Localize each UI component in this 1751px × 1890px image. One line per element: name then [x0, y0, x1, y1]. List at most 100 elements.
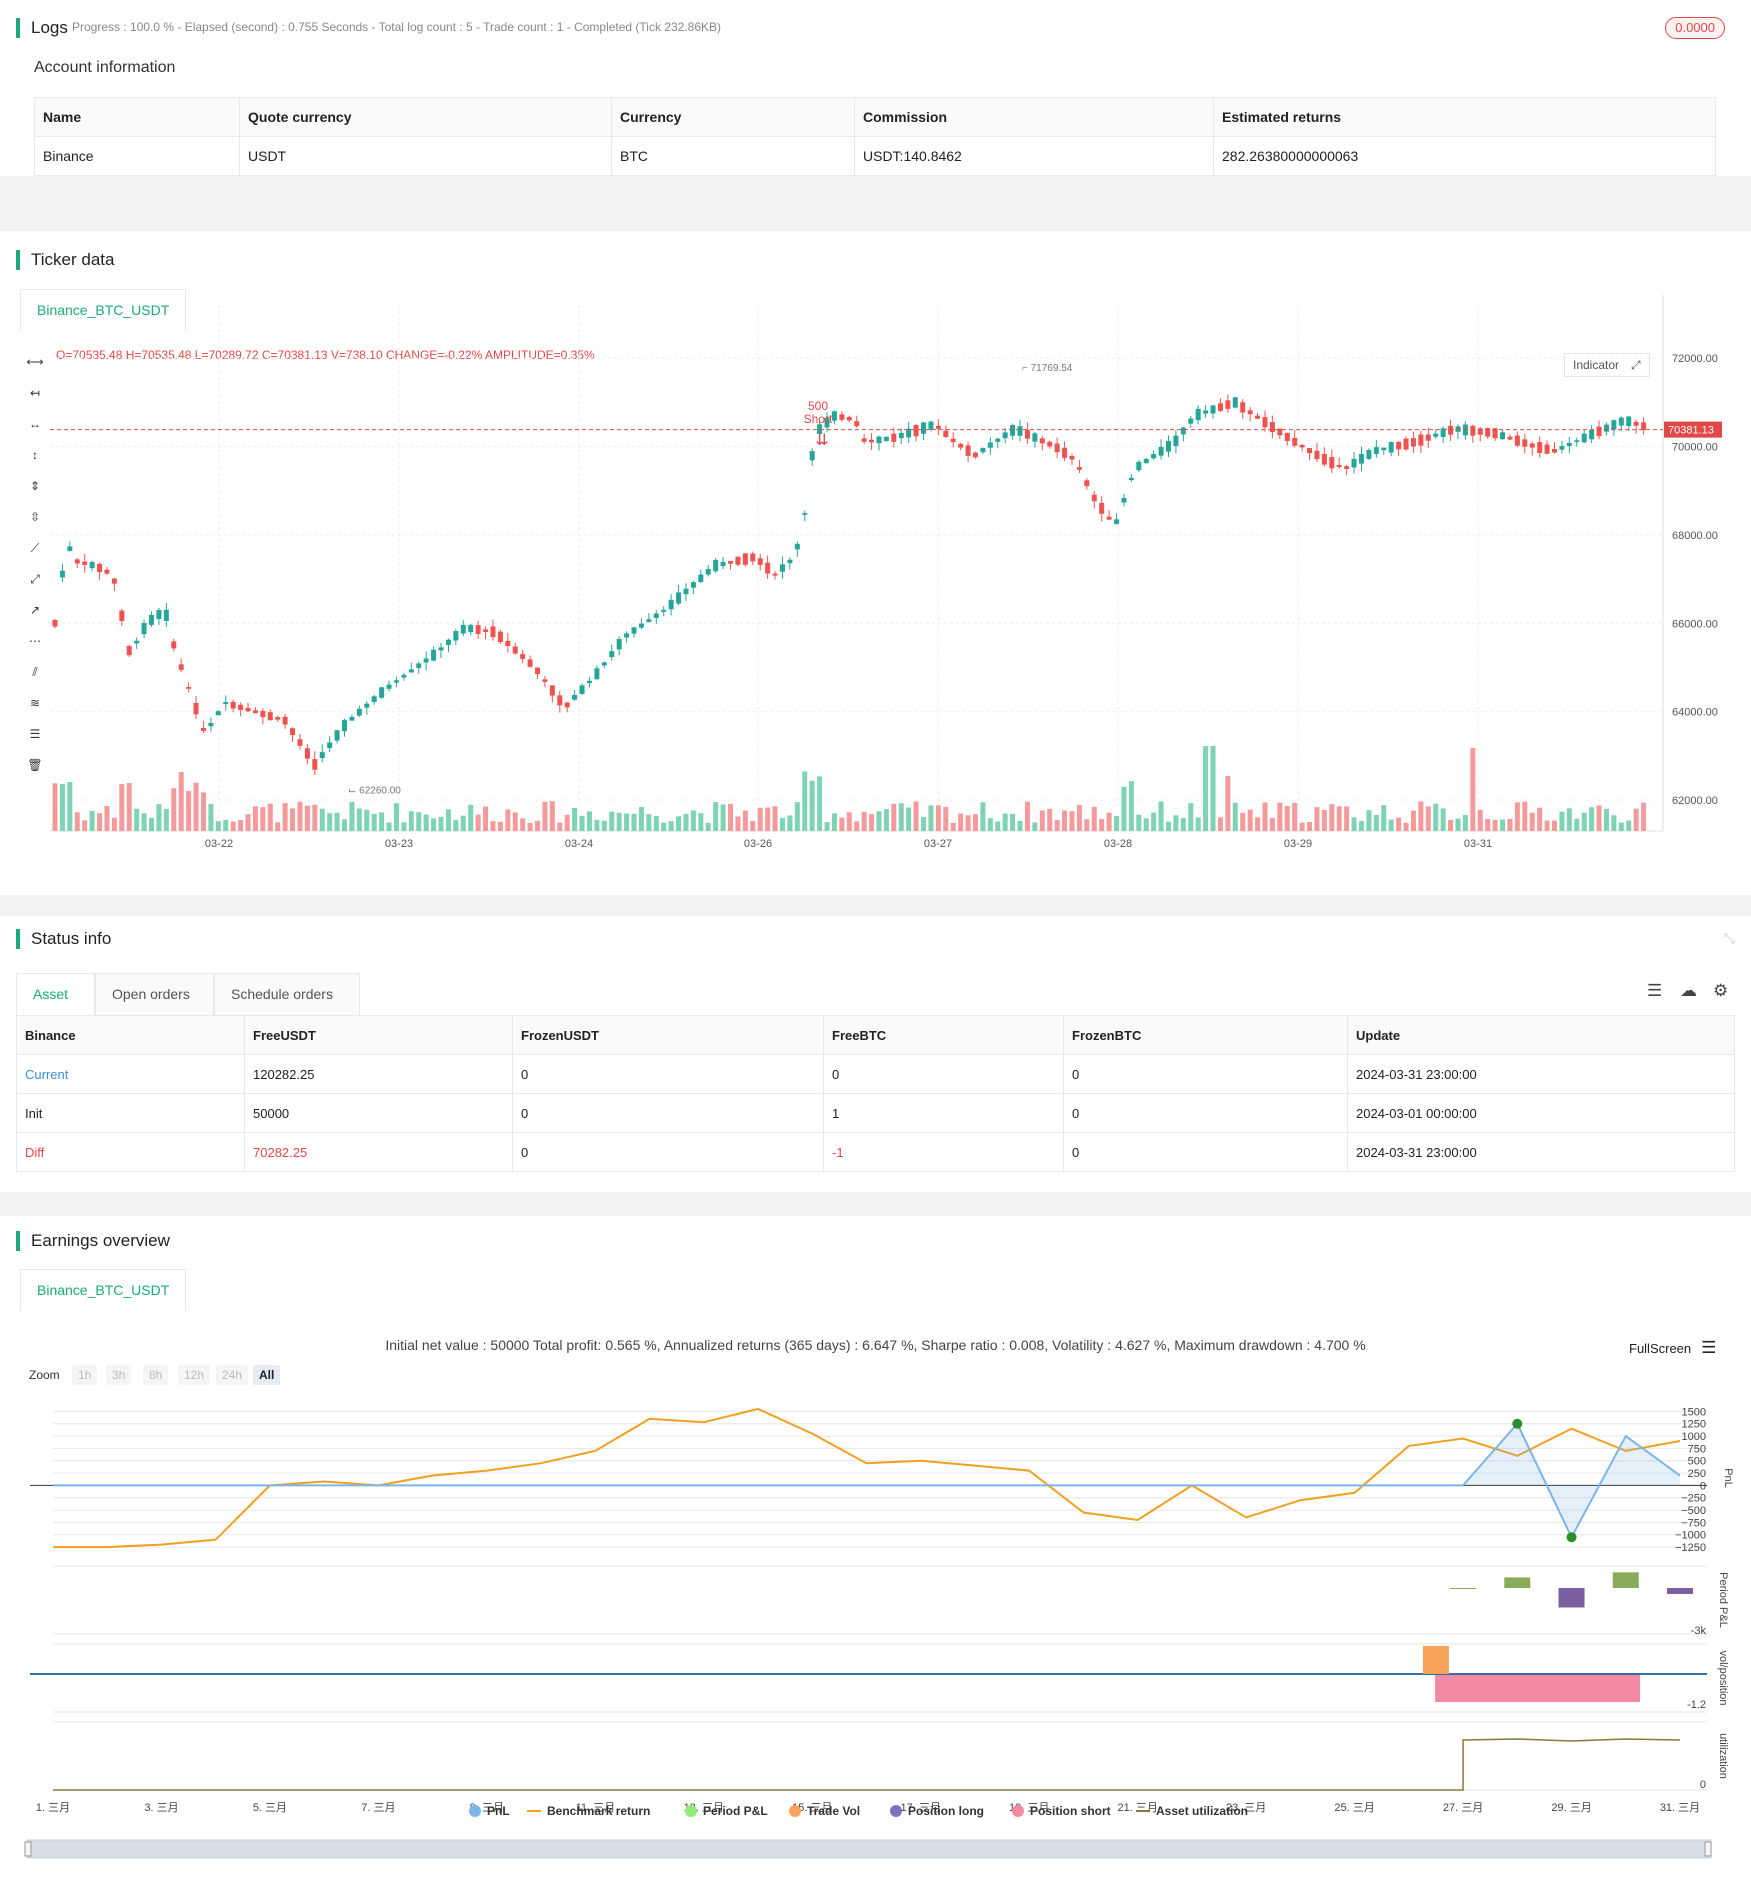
- trade-qty-label: 500: [808, 399, 828, 413]
- volume-bar: [1551, 820, 1557, 831]
- trend-line-icon[interactable]: ⟋: [30, 541, 40, 555]
- tab-asset[interactable]: Asset: [16, 973, 95, 1015]
- tab-earnings-symbol[interactable]: Binance_BTC_USDT: [20, 1269, 187, 1311]
- candle-body: [854, 421, 860, 427]
- zoom-1h-button[interactable]: 1h: [72, 1365, 98, 1385]
- volume-bar: [275, 822, 281, 831]
- y-tick-label: 62000.00: [1672, 795, 1718, 807]
- volume-bar: [141, 813, 147, 831]
- candle-body: [1566, 442, 1572, 447]
- candle-body: [505, 640, 511, 647]
- expand-icon[interactable]: ⤢: [1631, 358, 1641, 372]
- candle-body: [1500, 432, 1506, 440]
- candle-body: [1106, 516, 1112, 520]
- zoom-8h-button[interactable]: 8h: [143, 1365, 169, 1385]
- volume-bar: [1581, 812, 1587, 831]
- volume-bar: [720, 804, 726, 831]
- axis-title-pnl: PnL: [1722, 1468, 1734, 1488]
- candle-body: [921, 422, 927, 434]
- x-tick-label: 31. 三月: [1660, 1802, 1700, 1814]
- price-line-icon[interactable]: ⋯: [29, 634, 41, 648]
- fib-lines-icon[interactable]: ≋: [29, 696, 41, 710]
- fullscreen-button[interactable]: FullScreen ☰: [1629, 1338, 1716, 1358]
- volume-bar: [1277, 802, 1283, 831]
- tab-ticker-symbol[interactable]: Binance_BTC_USDT: [20, 289, 187, 331]
- cell: 50000: [244, 1093, 513, 1133]
- candle-body: [928, 421, 934, 430]
- candle-body: [542, 679, 548, 682]
- vertical-ray-icon[interactable]: ⇕: [29, 479, 41, 493]
- collapse-icon[interactable]: ⤡: [1723, 930, 1735, 946]
- volume-bar: [178, 771, 184, 831]
- volume-bar: [772, 806, 778, 831]
- earnings-chart[interactable]: 1500125010007505002500−250−500−750−1000−…: [0, 1400, 1751, 1878]
- candle-body: [1165, 441, 1171, 452]
- cell: 2024-03-31 23:00:00: [1347, 1054, 1735, 1094]
- zoom-all-button[interactable]: All: [253, 1365, 281, 1385]
- candle-body: [52, 619, 58, 627]
- period-pnl-bar: [1667, 1588, 1693, 1594]
- volume-bar: [386, 822, 392, 831]
- volume-bar: [393, 803, 399, 831]
- candle-body: [67, 546, 73, 551]
- gear-icon[interactable]: ⚙: [1713, 981, 1729, 1000]
- zoom-24h-button[interactable]: 24h: [216, 1365, 249, 1385]
- candle-body: [149, 614, 155, 625]
- arrow-line-icon[interactable]: ↗: [29, 603, 41, 617]
- tab-schedule-orders[interactable]: Schedule orders: [214, 973, 360, 1015]
- candle-body: [1143, 458, 1149, 464]
- candle-body: [1247, 410, 1253, 415]
- cell: 0: [823, 1054, 1064, 1094]
- ray-line-icon[interactable]: ⤢: [30, 572, 40, 586]
- navigator-handle-left: [24, 1841, 32, 1857]
- volume-bar: [349, 801, 355, 831]
- y-tick-label: 500: [1688, 1456, 1706, 1468]
- indicator-button[interactable]: Indicator ⤢: [1564, 353, 1650, 377]
- candle-body: [82, 561, 88, 565]
- candle-body: [735, 556, 741, 565]
- position-short-bar: [1435, 1675, 1640, 1702]
- candle-body: [631, 627, 637, 634]
- candle-body: [386, 684, 392, 689]
- col-quote: Quote currency: [239, 97, 612, 137]
- horizontal-ray-icon[interactable]: ↤: [29, 386, 41, 400]
- volume-bar: [1559, 811, 1565, 831]
- volume-bar: [1106, 812, 1112, 831]
- vertical-segment-icon[interactable]: ⇳: [29, 510, 41, 524]
- zoom-3h-button[interactable]: 3h: [106, 1365, 132, 1385]
- candle-body: [1507, 436, 1513, 440]
- volume-bar: [1344, 806, 1350, 831]
- high-price-label: ⌐ 71769.54: [1022, 363, 1073, 374]
- volume-bar: [527, 822, 533, 831]
- horizontal-segment-icon[interactable]: ↔: [29, 417, 41, 431]
- candle-body: [393, 680, 399, 683]
- vertical-line-icon[interactable]: ↕: [32, 448, 38, 462]
- candle-body: [661, 609, 667, 612]
- candle-body: [1381, 447, 1387, 451]
- volume-bar: [1633, 808, 1639, 831]
- volume-bar: [831, 813, 837, 831]
- volume-bar: [1128, 781, 1134, 831]
- fib-retracement-icon[interactable]: ☰: [29, 727, 41, 741]
- volume-bar: [119, 784, 125, 831]
- horizontal-line-icon[interactable]: ⟷: [26, 355, 44, 369]
- menu-icon[interactable]: ☰: [1701, 1338, 1717, 1357]
- volume-bar: [334, 812, 340, 831]
- cell: 0: [512, 1132, 824, 1172]
- tab-open-orders[interactable]: Open orders: [95, 973, 214, 1015]
- x-tick-label: 5. 三月: [253, 1802, 287, 1814]
- trash-icon[interactable]: 🗑: [27, 758, 43, 772]
- cloud-upload-icon[interactable]: ☁: [1680, 981, 1697, 1000]
- volume-bar: [638, 806, 644, 831]
- zoom-12h-button[interactable]: 12h: [178, 1365, 211, 1385]
- parallel-channel-icon[interactable]: ⫽: [32, 665, 38, 679]
- candle-body: [186, 686, 192, 689]
- candlestick-chart[interactable]: 72000.00 70000.00 68000.00 66000.00 64000.00…: [0, 295, 1751, 895]
- volume-bar: [1165, 821, 1171, 831]
- volume-bar: [134, 808, 140, 831]
- period-pnl-bar: [1612, 1572, 1639, 1588]
- candle-body: [898, 432, 904, 439]
- list-icon[interactable]: ☰: [1647, 981, 1663, 1000]
- col-frozen-btc: FrozenBTC: [1063, 1015, 1348, 1055]
- candle-body: [238, 704, 244, 711]
